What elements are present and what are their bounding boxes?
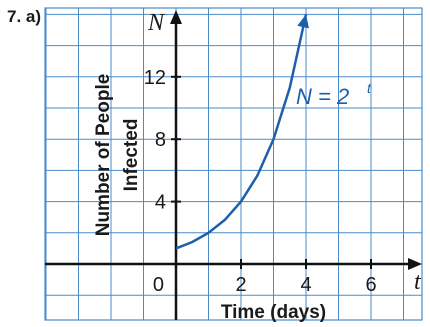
y-axis-arrow	[170, 10, 182, 24]
series-equation-exponent: t	[367, 80, 372, 96]
y-tick-label: 12	[144, 67, 166, 89]
axes	[45, 10, 422, 320]
x-variable-label: t	[414, 269, 422, 295]
x-tick-label: 4	[300, 274, 311, 296]
series-line-exponential	[175, 14, 308, 250]
y-axis-title-line1: Number of People	[93, 74, 114, 237]
x-tick-label: 6	[365, 274, 376, 296]
x-axis-title: Time (days)	[221, 302, 326, 323]
question-label: 7. a)	[7, 7, 41, 26]
chart-labels: 2 4 6 4 8 12 0 t N Time (days) Number of People Inf…	[93, 10, 422, 323]
y-tick-label: 8	[155, 129, 166, 151]
y-variable-label: N	[147, 10, 166, 36]
series-arrowhead	[297, 14, 309, 29]
origin-label: 0	[153, 274, 164, 296]
y-tick-label: 4	[155, 192, 166, 214]
x-axis-arrow	[408, 258, 422, 270]
x-tick-label: 2	[235, 274, 246, 296]
grid-border	[44, 7, 423, 321]
chart-marks	[175, 14, 309, 250]
series-equation-label: N = 2	[296, 84, 349, 109]
y-axis-title-line2: Infected	[121, 119, 142, 192]
